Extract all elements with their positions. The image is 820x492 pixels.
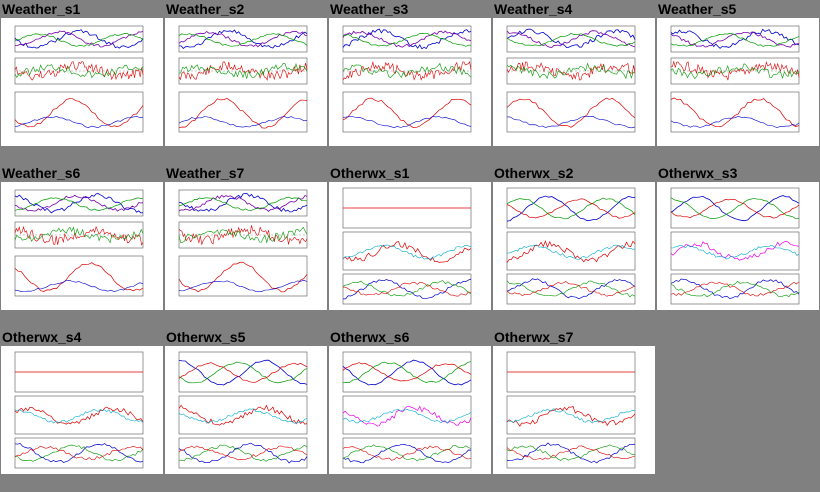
plot-tile: Weather_s3: [329, 0, 491, 146]
plot-thumbnail-image: [178, 25, 308, 133]
plot-tile-title: Otherwx_s2: [494, 165, 574, 181]
plot-thumbnail-image: [670, 25, 800, 133]
plot-tile-title: Weather_s5: [658, 1, 737, 17]
plot-tile: Weather_s1: [1, 0, 163, 146]
plot-thumbnail-image: [14, 351, 144, 469]
plot-thumbnail-image: [342, 25, 472, 133]
plot-tile-title: Otherwx_s5: [166, 329, 246, 345]
plot-thumbnail[interactable]: [165, 182, 327, 310]
plot-thumbnail[interactable]: [329, 18, 491, 146]
plot-tile: Weather_s6: [1, 164, 163, 310]
plot-tile-title: Otherwx_s7: [494, 329, 574, 345]
plot-thumbnail-image: [178, 351, 308, 469]
plot-tile: Otherwx_s5: [165, 328, 327, 474]
plot-thumbnail[interactable]: [657, 182, 819, 310]
plot-thumbnail-image: [178, 189, 308, 297]
plot-tile: Otherwx_s4: [1, 328, 163, 474]
plot-tile-title: Weather_s4: [494, 1, 573, 17]
plot-thumbnail-image: [14, 25, 144, 133]
plot-thumbnail[interactable]: [165, 346, 327, 474]
plot-tile: Otherwx_s7: [493, 328, 655, 474]
plot-tile-title: Weather_s7: [166, 165, 245, 181]
plot-thumbnail-image: [506, 187, 636, 305]
plot-tile-title: Otherwx_s3: [658, 165, 738, 181]
plot-tile: Weather_s4: [493, 0, 655, 146]
plot-thumbnail-image: [506, 25, 636, 133]
plot-thumbnail[interactable]: [329, 182, 491, 310]
plot-thumbnail-image: [342, 351, 472, 469]
plot-tile: Otherwx_s3: [657, 164, 819, 310]
plot-thumbnail-image: [670, 187, 800, 305]
plot-tile-title: Otherwx_s1: [330, 165, 410, 181]
plot-thumbnail[interactable]: [165, 18, 327, 146]
plot-thumbnail[interactable]: [493, 346, 655, 474]
plot-tile-title: Weather_s3: [330, 1, 409, 17]
plot-thumbnail-image: [506, 351, 636, 469]
plot-tile: Otherwx_s6: [329, 328, 491, 474]
plot-thumbnail-image: [342, 187, 472, 305]
plot-thumbnail[interactable]: [493, 18, 655, 146]
plot-tile: Weather_s2: [165, 0, 327, 146]
plot-tile: Otherwx_s2: [493, 164, 655, 310]
plot-tile: Weather_s7: [165, 164, 327, 310]
plot-thumbnail[interactable]: [329, 346, 491, 474]
plot-thumbnail[interactable]: [1, 182, 163, 310]
plot-tile-title: Weather_s6: [2, 165, 81, 181]
plot-thumbnail[interactable]: [493, 182, 655, 310]
plot-tile-title: Otherwx_s4: [2, 329, 82, 345]
plot-tile: Otherwx_s1: [329, 164, 491, 310]
plot-tile-title: Weather_s1: [2, 1, 81, 17]
plot-thumbnail[interactable]: [1, 18, 163, 146]
plot-thumbnail[interactable]: [1, 346, 163, 474]
plot-tile-title: Weather_s2: [166, 1, 245, 17]
plot-tile: Weather_s5: [657, 0, 819, 146]
plot-thumbnail-image: [14, 189, 144, 297]
plot-thumbnail[interactable]: [657, 18, 819, 146]
plot-tile-title: Otherwx_s6: [330, 329, 410, 345]
